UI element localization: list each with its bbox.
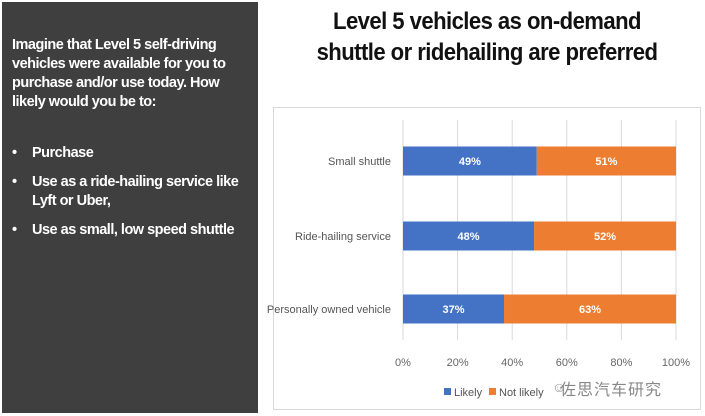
bar-data-label: 52% [594,231,616,243]
legend-swatch-not-likely [489,388,496,395]
x-tick-label: 60% [556,357,578,369]
x-tick-label: 20% [447,357,469,369]
bar-likely [403,221,535,251]
category-label: Personally owned vehicle [267,304,391,316]
x-tick-label: 40% [501,357,523,369]
question-options: • Purchase • Use as a ride-hailing service… [12,144,252,250]
option-purchase: • Purchase [12,145,94,161]
category-label: Small shuttle [328,156,391,168]
x-tick-label: 0% [395,357,411,369]
x-tick-label: 100% [662,357,690,369]
bar-likely [403,146,537,176]
bar-data-label: 37% [442,304,464,316]
bullet-icon: • [12,174,17,190]
bullet-icon: • [12,222,17,238]
bar-data-label: 51% [595,156,617,168]
wechat-icon: ☺ [552,379,567,395]
category-label: Ride-hailing service [295,231,391,243]
legend-swatch-likely [444,388,451,395]
bar-likely [403,294,505,324]
question-panel: Imagine that Level 5 self-driving vehicl… [2,2,258,413]
legend-label: Likely [454,387,483,399]
chart-frame [273,107,701,410]
chart-title: Level 5 vehicles as on-demand shuttle or… [316,8,658,66]
x-tick-label: 80% [610,357,632,369]
bar-data-label: 63% [579,304,601,316]
question-text: Imagine that Level 5 self-driving vehicl… [12,37,226,110]
legend-label: Not likely [499,387,544,399]
option-ride-hailing: • Use as a ride-hailing service like Lyft… [12,174,239,209]
option-shuttle: • Use as small, low speed shuttle [12,222,235,238]
bar-not-likely [536,146,676,176]
bar-not-likely [504,294,676,324]
bar-data-label: 48% [458,231,480,243]
bar-data-label: 49% [459,156,481,168]
bullet-icon: • [12,145,17,161]
bar-not-likely [534,221,676,251]
watermark-text: 佐思汽车研究 [560,382,663,399]
